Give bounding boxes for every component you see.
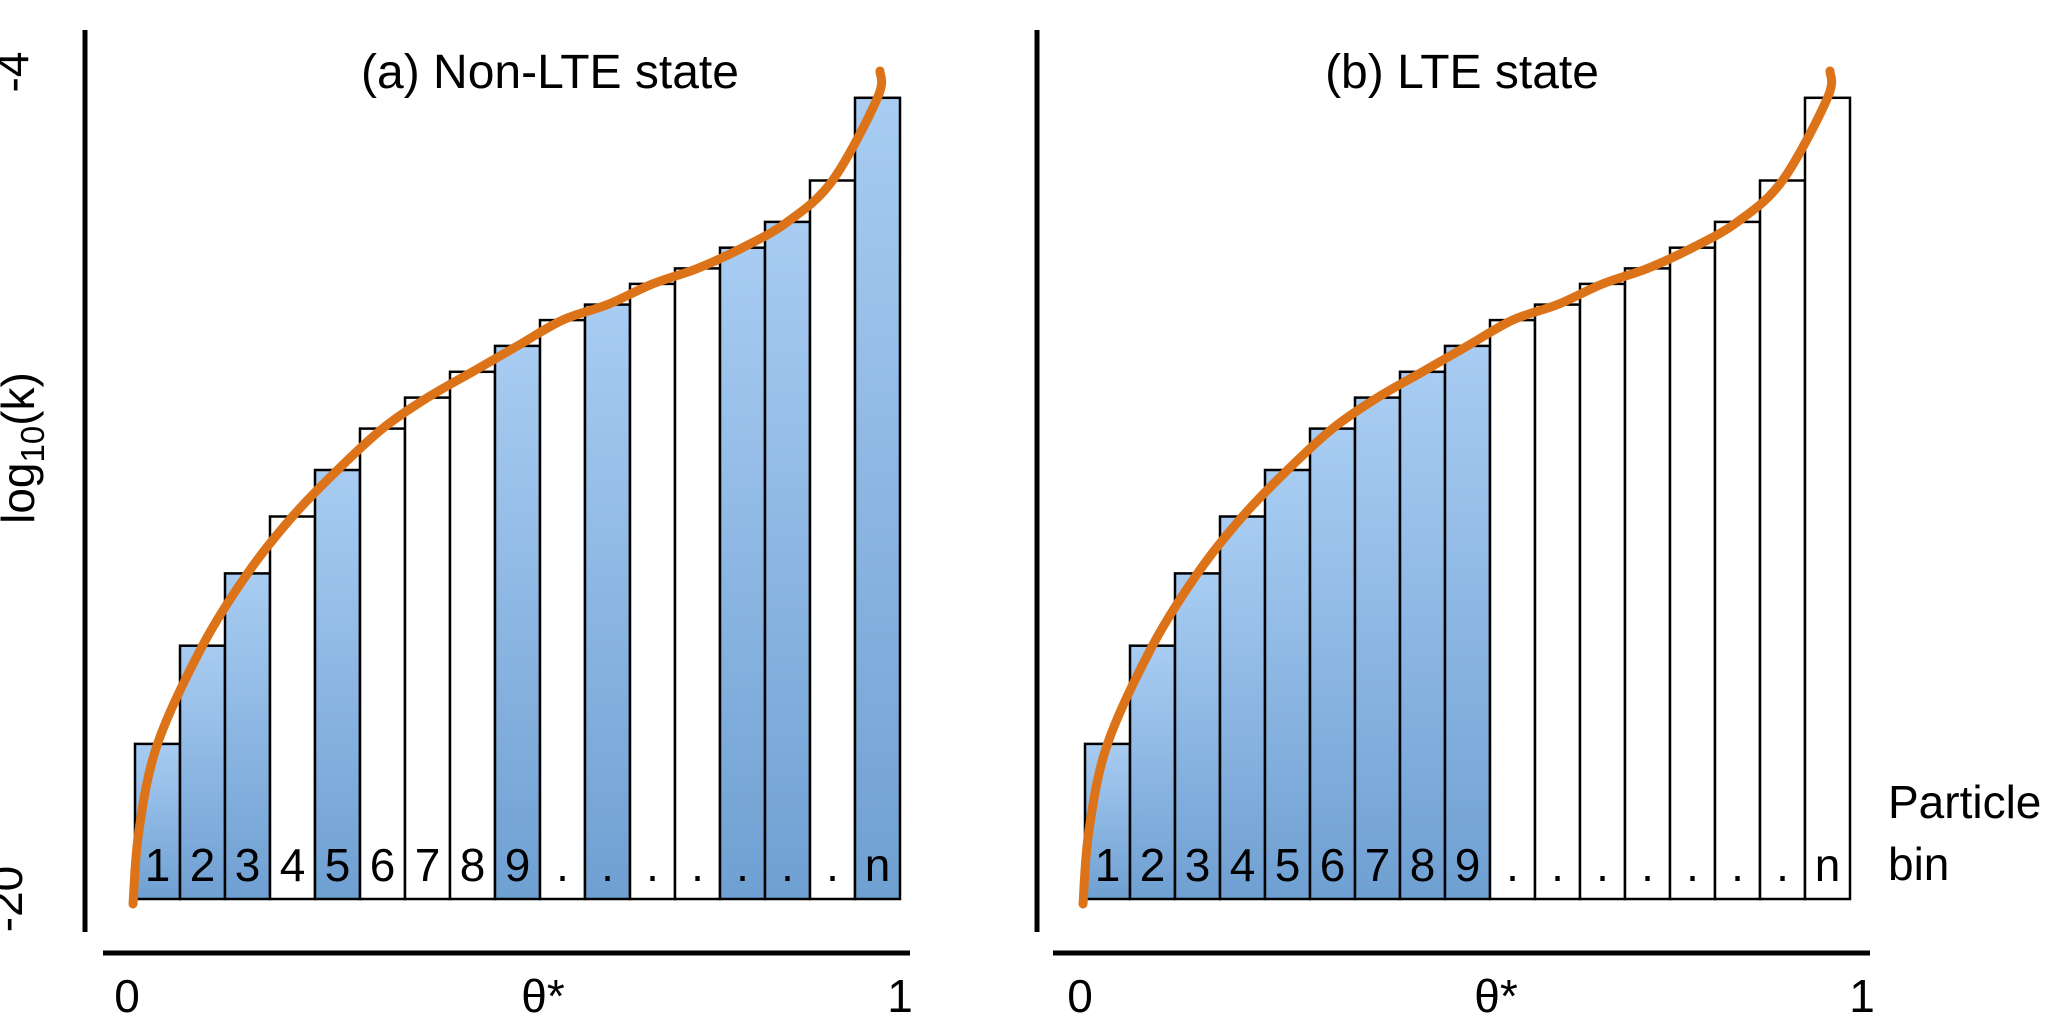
bin-label-b-7: 7 [1365, 839, 1391, 891]
bin-label-a-1: 1 [145, 839, 171, 891]
bar-a-14-filled [718, 246, 767, 901]
bar-b-7-filled [1353, 396, 1402, 901]
bar-b-14-empty [1668, 246, 1717, 901]
panel-a-rate-curve [128, 66, 887, 909]
bar-a-5-filled [313, 468, 362, 901]
bar-b-13-empty [1623, 267, 1672, 901]
y-axis-label-subscript: 10 [14, 426, 51, 463]
bin-label-b-3: 3 [1185, 839, 1211, 891]
bin-label-a-15: . [781, 839, 794, 891]
y-axis-bottom-value: -20 [0, 866, 32, 932]
bin-label-b-17: n [1815, 839, 1841, 891]
bar-b-16-empty [1758, 179, 1807, 901]
particle-bin-line1: Particle [1888, 776, 2041, 828]
bar-a-17-filled [853, 96, 902, 901]
bar-a-9-filled [493, 344, 542, 901]
bin-label-a-14: . [736, 839, 749, 891]
particle-bin-annotation: Particle bin [1888, 776, 2041, 890]
bin-label-a-13: . [691, 839, 704, 891]
bin-label-b-16: . [1776, 839, 1789, 891]
bin-label-b-2: 2 [1140, 839, 1166, 891]
bin-label-a-9: 9 [505, 839, 531, 891]
bar-a-12-empty [628, 282, 677, 901]
bin-label-a-7: 7 [415, 839, 441, 891]
bar-a-6-empty [358, 427, 407, 901]
bin-label-b-15: . [1731, 839, 1744, 891]
panel-b-xtick-theta-star: θ* [1474, 970, 1518, 1022]
bar-b-5-filled [1263, 468, 1312, 901]
bin-label-a-17: n [865, 839, 891, 891]
bin-label-a-11: . [601, 839, 614, 891]
panel-b-xtick-0: 0 [1067, 970, 1093, 1022]
bin-label-b-14: . [1686, 839, 1699, 891]
particle-bin-line2: bin [1888, 838, 1949, 890]
bar-a-10-empty [538, 318, 587, 901]
panel-b-title: (b) LTE state [1325, 46, 1599, 99]
bin-label-b-10: . [1506, 839, 1519, 891]
bin-label-b-4: 4 [1230, 839, 1256, 891]
bar-b-10-empty [1488, 318, 1537, 901]
bar-a-16-empty [808, 179, 857, 901]
panel-a-xtick-1: 1 [887, 970, 913, 1022]
bin-label-b-9: 9 [1455, 839, 1481, 891]
panel-a-title: (a) Non-LTE state [361, 46, 739, 99]
y-axis-label-k: (k) [0, 372, 44, 426]
bar-a-11-filled [583, 303, 632, 901]
bin-label-b-8: 8 [1410, 839, 1436, 891]
y-axis-label-log: log [0, 462, 44, 523]
panel-b-rate-curve [1078, 66, 1837, 909]
bin-label-b-11: . [1551, 839, 1564, 891]
bin-label-b-5: 5 [1275, 839, 1301, 891]
bin-label-a-12: . [646, 839, 659, 891]
y-axis-top-value: -4 [0, 52, 38, 93]
panel-a-xtick-0: 0 [114, 970, 140, 1022]
bin-label-a-8: 8 [460, 839, 486, 891]
bar-b-17-empty [1803, 96, 1852, 901]
bar-a-8-empty [448, 370, 497, 901]
bar-a-15-filled [763, 220, 812, 901]
bin-label-a-2: 2 [190, 839, 216, 891]
bin-label-b-6: 6 [1320, 839, 1346, 891]
bar-b-9-filled [1443, 344, 1492, 901]
bar-a-4-empty [268, 515, 317, 901]
bar-b-6-filled [1308, 427, 1357, 901]
bar-b-12-empty [1578, 282, 1627, 901]
panel-a-xtick-theta-star: θ* [521, 970, 565, 1022]
bar-a-7-empty [403, 396, 452, 901]
bin-label-a-3: 3 [235, 839, 261, 891]
bin-label-a-10: . [556, 839, 569, 891]
bar-b-8-filled [1398, 370, 1447, 901]
bin-label-b-1: 1 [1095, 839, 1121, 891]
bin-label-a-4: 4 [280, 839, 306, 891]
bar-a-13-empty [673, 267, 722, 901]
bar-b-11-empty [1533, 303, 1582, 901]
bin-label-b-13: . [1641, 839, 1654, 891]
y-axis-label: log10(k) [0, 372, 51, 524]
bar-b-15-empty [1713, 220, 1762, 901]
bin-label-a-6: 6 [370, 839, 396, 891]
bin-label-a-16: . [826, 839, 839, 891]
bin-label-a-5: 5 [325, 839, 351, 891]
panel-b-xtick-1: 1 [1849, 970, 1875, 1022]
bin-label-b-12: . [1596, 839, 1609, 891]
